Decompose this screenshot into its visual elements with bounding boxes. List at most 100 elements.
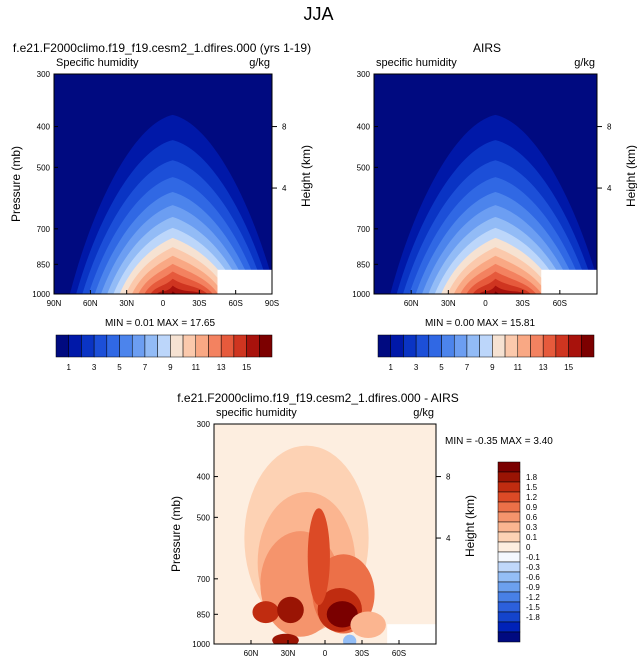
colorbar-diff-swatch-6 bbox=[497, 521, 521, 533]
colorbar-label-11: 11 bbox=[192, 363, 201, 372]
colorbar-diff-label-13: -1.5 bbox=[526, 603, 540, 612]
colorbar-label-1: 1 bbox=[66, 363, 71, 372]
colorbar-diff: 1.81.51.20.90.60.30.10-0.1-0.3-0.6-0.9-1… bbox=[497, 461, 540, 643]
colorbar-swatch-3 bbox=[93, 334, 108, 358]
y-tick-label-700: 700 bbox=[37, 225, 51, 234]
y-tick-label-850: 850 bbox=[197, 610, 211, 619]
colorbar-swatch-13 bbox=[542, 334, 557, 358]
height-tick-label-4: 4 bbox=[607, 184, 612, 193]
colorbar-swatch-12 bbox=[208, 334, 222, 358]
contour-band-15 bbox=[156, 285, 203, 294]
y-tick-label-400: 400 bbox=[197, 473, 211, 482]
y-tick-label-300: 300 bbox=[197, 420, 211, 429]
x-tick-label-30N: 30N bbox=[281, 649, 296, 658]
chart-panel-0: 300 400 500 700 850 1000 8 4 90N 60N 30N 0 30S 60S 90S… bbox=[9, 41, 313, 329]
colorbar-diff-swatch-17 bbox=[497, 631, 521, 643]
colorbar-diff-label-11: -0.9 bbox=[526, 583, 540, 592]
colorbar-left: 1 3 5 7 9 11 13 15 bbox=[55, 334, 273, 372]
colorbar-diff-label-4: 0.6 bbox=[526, 513, 538, 522]
x-tick-label-60S: 60S bbox=[553, 299, 567, 308]
x-tick-label-60S: 60S bbox=[229, 299, 243, 308]
panel-left-title: specific humidity bbox=[376, 57, 457, 69]
colorbar-swatch-13 bbox=[220, 334, 235, 358]
y-tick-label-1000: 1000 bbox=[352, 290, 370, 299]
panel-stats: MIN = 0.01 MAX = 17.65 bbox=[105, 318, 215, 329]
colorbar-label-1: 1 bbox=[388, 363, 393, 372]
colorbar-swatch-6 bbox=[453, 334, 468, 358]
colorbar-diff-swatch-16 bbox=[497, 621, 521, 633]
x-tick-label-0: 0 bbox=[483, 299, 488, 308]
panel-left-title: Specific humidity bbox=[56, 57, 139, 69]
colorbar-diff-swatch-3 bbox=[497, 491, 521, 503]
colorbar-diff-swatch-2 bbox=[497, 481, 521, 493]
colorbar-diff-label-0: 1.8 bbox=[526, 473, 538, 482]
colorbar-swatch-14 bbox=[555, 334, 569, 358]
colorbar-swatch-0 bbox=[377, 334, 391, 358]
colorbar-diff-label-10: -0.6 bbox=[526, 573, 540, 582]
colorbar-label-3: 3 bbox=[92, 363, 97, 372]
x-tick-label-30S: 30S bbox=[516, 299, 530, 308]
colorbar-diff-label-12: -1.2 bbox=[526, 593, 540, 602]
y-tick-label-850: 850 bbox=[37, 260, 51, 269]
colorbar-swatch-8 bbox=[479, 334, 493, 358]
panel-title: f.e21.F2000climo.f19_f19.cesm2_1.dfires.… bbox=[177, 391, 459, 405]
colorbar-swatch-7 bbox=[144, 334, 158, 358]
colorbar-diff-swatch-14 bbox=[497, 601, 521, 613]
colorbar-swatch-5 bbox=[441, 334, 455, 358]
panel-units: g/kg bbox=[413, 407, 434, 419]
colorbar-swatch-7 bbox=[466, 334, 480, 358]
colorbar-label-9: 9 bbox=[490, 363, 495, 372]
missing-data-region bbox=[541, 269, 597, 294]
contour-blob-7 bbox=[277, 596, 304, 624]
colorbar-swatch-12 bbox=[530, 334, 544, 358]
colorbar-swatch-2 bbox=[81, 334, 95, 358]
colorbar-swatch-4 bbox=[106, 334, 120, 358]
panel-left-title: specific humidity bbox=[216, 407, 297, 419]
missing-data-region bbox=[217, 269, 272, 294]
height-tick-label-4: 4 bbox=[446, 534, 451, 543]
contour-band-15 bbox=[479, 285, 526, 294]
contour-blob-5 bbox=[326, 601, 358, 628]
colorbar-swatch-16 bbox=[259, 334, 273, 358]
x-tick-label-30S: 30S bbox=[192, 299, 206, 308]
y-tick-label-300: 300 bbox=[37, 70, 51, 79]
colorbar-label-5: 5 bbox=[439, 363, 444, 372]
colorbar-swatch-1 bbox=[68, 334, 82, 358]
colorbar-diff-swatch-15 bbox=[497, 611, 521, 623]
contour-blob-9 bbox=[350, 611, 386, 638]
colorbar-diff-swatch-13 bbox=[497, 591, 521, 603]
y-tick-label-1000: 1000 bbox=[192, 640, 210, 649]
colorbar-diff-label-14: -1.8 bbox=[526, 613, 540, 622]
colorbar-diff-label-3: 0.9 bbox=[526, 503, 538, 512]
y-axis-right-label: Height (km) bbox=[463, 495, 477, 557]
x-tick-label-30S: 30S bbox=[355, 649, 369, 658]
colorbar-diff-swatch-5 bbox=[497, 511, 521, 523]
panel-title: f.e21.F2000climo.f19_f19.cesm2_1.dfires.… bbox=[13, 41, 311, 55]
y-tick-label-850: 850 bbox=[357, 260, 371, 269]
colorbar-swatch-1 bbox=[390, 334, 404, 358]
colorbar-label-13: 13 bbox=[539, 363, 548, 372]
height-tick-label-4: 4 bbox=[282, 184, 287, 193]
colorbar-diff-label-1: 1.5 bbox=[526, 483, 538, 492]
colorbar-diff-label-9: -0.3 bbox=[526, 563, 540, 572]
colorbar-right: 1 3 5 7 9 11 13 15 bbox=[377, 334, 595, 372]
x-tick-label-30N: 30N bbox=[119, 299, 134, 308]
y-axis-label: Pressure (mb) bbox=[169, 496, 183, 572]
x-tick-label-60N: 60N bbox=[244, 649, 259, 658]
contour-blob-6 bbox=[252, 601, 280, 624]
colorbar-diff-swatch-9 bbox=[497, 551, 521, 563]
colorbar-diff-swatch-12 bbox=[497, 581, 521, 593]
y-tick-label-1000: 1000 bbox=[32, 290, 50, 299]
chart-panel-2: 300 400 500 700 850 1000 8 4 60N 30N 0 30S 60S f.e21.… bbox=[169, 391, 553, 658]
x-tick-label-0: 0 bbox=[323, 649, 328, 658]
height-tick-label-8: 8 bbox=[282, 123, 287, 132]
colorbar-diff-swatch-4 bbox=[497, 501, 521, 513]
panel-title: AIRS bbox=[473, 41, 501, 55]
colorbar-label-5: 5 bbox=[117, 363, 122, 372]
y-tick-label-700: 700 bbox=[357, 225, 371, 234]
y-tick-label-400: 400 bbox=[37, 123, 51, 132]
x-tick-label-0: 0 bbox=[161, 299, 166, 308]
x-tick-label-30N: 30N bbox=[441, 299, 456, 308]
colorbar-diff-swatch-7 bbox=[497, 531, 521, 543]
